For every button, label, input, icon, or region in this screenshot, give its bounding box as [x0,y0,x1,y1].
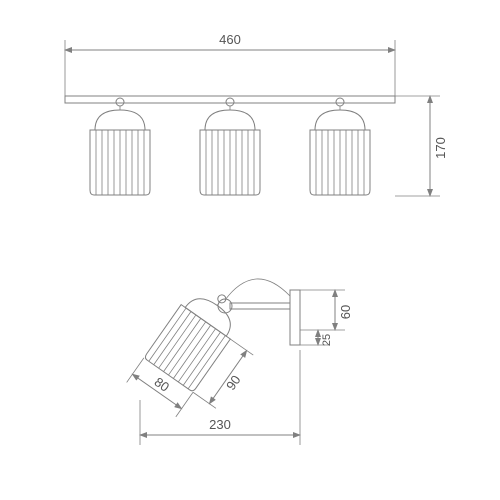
side-view: 60 25 80 90 230 [127,278,353,445]
dim-bottom-width: 230 [209,417,231,432]
dim-side-h1: 60 [338,305,353,319]
dim-lamp-h: 90 [223,372,244,392]
dim-side-h2: 25 [321,334,333,346]
dim-top-height: 170 [433,137,448,159]
front-view: 460 170 [65,32,448,196]
dim-lamp-w: 80 [152,374,172,395]
dim-top-width: 460 [219,32,241,47]
